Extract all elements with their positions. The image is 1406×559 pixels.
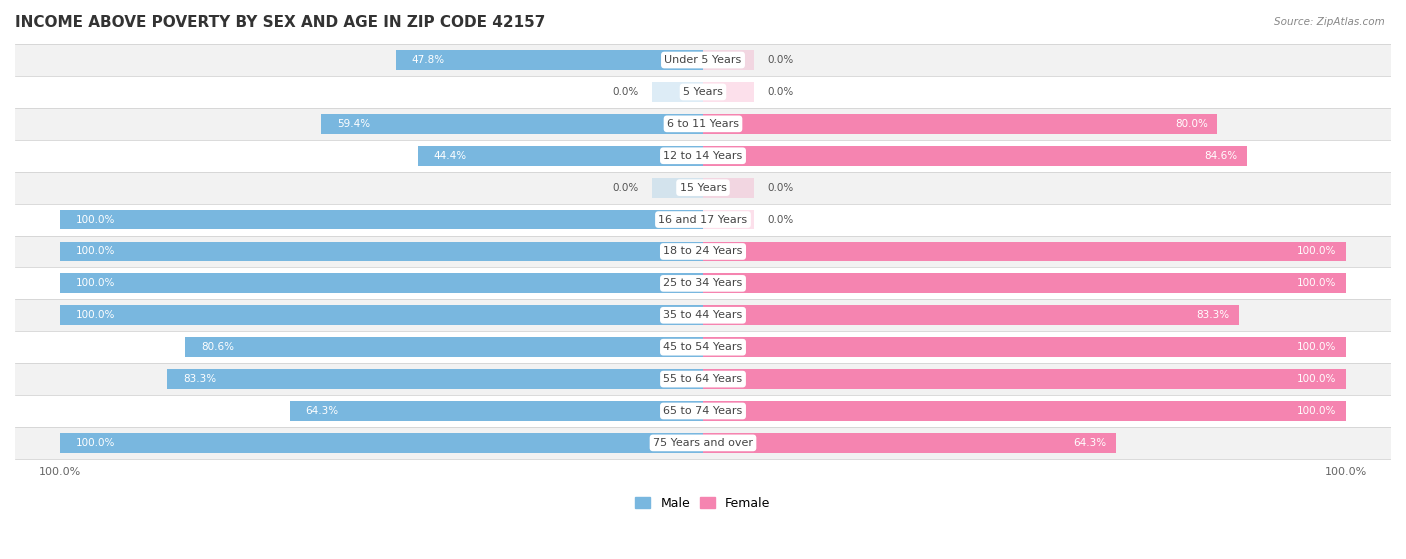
Bar (0, 108, 1406, 140)
Text: 100.0%: 100.0% (76, 310, 115, 320)
Text: 0.0%: 0.0% (768, 183, 793, 193)
Text: 100.0%: 100.0% (1296, 247, 1336, 257)
Bar (703, 241, 1346, 262)
Bar (703, 210, 755, 229)
Bar (703, 114, 1218, 134)
Bar (703, 369, 1346, 389)
Bar (0, 363, 1406, 395)
Bar (0, 331, 1406, 363)
Text: 83.3%: 83.3% (183, 374, 217, 384)
Bar (703, 146, 1247, 165)
Bar (167, 369, 703, 389)
Bar (0, 172, 1406, 203)
Text: 59.4%: 59.4% (337, 119, 370, 129)
Bar (184, 337, 703, 357)
Bar (0, 267, 1406, 299)
Bar (60, 210, 703, 229)
Bar (0, 76, 1406, 108)
Bar (0, 44, 1406, 76)
Text: 100.0%: 100.0% (76, 247, 115, 257)
Bar (0, 299, 1406, 331)
Text: 83.3%: 83.3% (1197, 310, 1229, 320)
Bar (60, 433, 703, 453)
Bar (703, 50, 755, 70)
Text: 0.0%: 0.0% (768, 55, 793, 65)
Bar (0, 203, 1406, 235)
Bar (703, 178, 755, 197)
Bar (651, 178, 703, 197)
Text: 12 to 14 Years: 12 to 14 Years (664, 151, 742, 161)
Text: 65 to 74 Years: 65 to 74 Years (664, 406, 742, 416)
Text: 84.6%: 84.6% (1204, 151, 1237, 161)
Text: 0.0%: 0.0% (768, 87, 793, 97)
Bar (0, 427, 1406, 459)
Bar (60, 305, 703, 325)
Text: 80.6%: 80.6% (201, 342, 233, 352)
Text: 100.0%: 100.0% (76, 438, 115, 448)
Text: 45 to 54 Years: 45 to 54 Years (664, 342, 742, 352)
Text: 25 to 34 Years: 25 to 34 Years (664, 278, 742, 288)
Bar (418, 146, 703, 165)
Bar (321, 114, 703, 134)
Bar (60, 241, 703, 262)
Bar (703, 82, 755, 102)
Text: 100.0%: 100.0% (76, 215, 115, 225)
Text: 64.3%: 64.3% (305, 406, 339, 416)
Bar (0, 395, 1406, 427)
Text: 100.0%: 100.0% (1296, 406, 1336, 416)
Text: 6 to 11 Years: 6 to 11 Years (666, 119, 740, 129)
Text: 0.0%: 0.0% (613, 183, 638, 193)
Text: 64.3%: 64.3% (1074, 438, 1107, 448)
Bar (703, 305, 1239, 325)
Text: Under 5 Years: Under 5 Years (665, 55, 741, 65)
Text: 80.0%: 80.0% (1175, 119, 1208, 129)
Bar (60, 273, 703, 293)
Bar (0, 235, 1406, 267)
Bar (703, 433, 1116, 453)
Bar (651, 82, 703, 102)
Text: 100.0%: 100.0% (76, 278, 115, 288)
Text: 15 Years: 15 Years (679, 183, 727, 193)
Text: 5 Years: 5 Years (683, 87, 723, 97)
Legend: Male, Female: Male, Female (630, 492, 776, 515)
Text: 0.0%: 0.0% (768, 215, 793, 225)
Bar (703, 401, 1346, 421)
Text: 47.8%: 47.8% (412, 55, 444, 65)
Text: 75 Years and over: 75 Years and over (652, 438, 754, 448)
Text: 55 to 64 Years: 55 to 64 Years (664, 374, 742, 384)
Bar (703, 337, 1346, 357)
Text: 100.0%: 100.0% (1296, 278, 1336, 288)
Text: 44.4%: 44.4% (433, 151, 467, 161)
Bar (395, 50, 703, 70)
Text: 18 to 24 Years: 18 to 24 Years (664, 247, 742, 257)
Bar (0, 140, 1406, 172)
Text: 16 and 17 Years: 16 and 17 Years (658, 215, 748, 225)
Text: INCOME ABOVE POVERTY BY SEX AND AGE IN ZIP CODE 42157: INCOME ABOVE POVERTY BY SEX AND AGE IN Z… (15, 15, 546, 30)
Text: 35 to 44 Years: 35 to 44 Years (664, 310, 742, 320)
Bar (290, 401, 703, 421)
Text: Source: ZipAtlas.com: Source: ZipAtlas.com (1274, 17, 1385, 27)
Bar (703, 273, 1346, 293)
Text: 0.0%: 0.0% (613, 87, 638, 97)
Text: 100.0%: 100.0% (1296, 342, 1336, 352)
Text: 100.0%: 100.0% (1296, 374, 1336, 384)
